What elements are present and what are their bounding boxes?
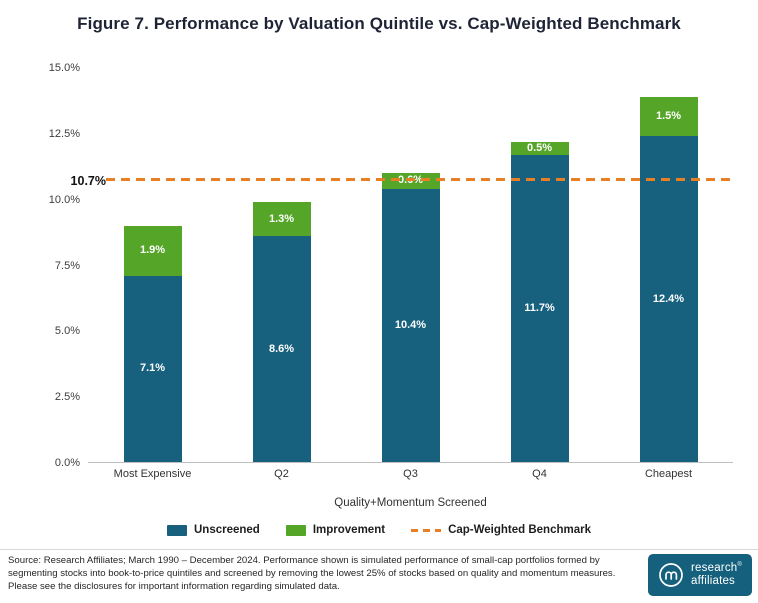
benchmark-line bbox=[106, 177, 733, 181]
legend-label: Improvement bbox=[312, 524, 386, 536]
bar-slot: 1.9% 7.1% bbox=[88, 68, 217, 462]
bars-row: 1.9% 7.1% 1.3% 8.6% 0.6% 10.4% 0.5% 11.7% 1.5% 12… bbox=[88, 68, 733, 462]
y-tick-label: 10.0% bbox=[48, 193, 80, 206]
legend-marker-cap-weighted-benchmark bbox=[411, 528, 442, 532]
legend: Unscreened Improvement Cap-Weighted Benchm… bbox=[0, 524, 758, 536]
bar-slot: 1.5% 12.4% bbox=[604, 68, 733, 462]
legend-marker-unscreened bbox=[167, 524, 187, 536]
x-tick-label: Most Expensive bbox=[113, 468, 192, 480]
stacked-bar: 1.3% 8.6% bbox=[252, 68, 311, 462]
bar-chart: 0.0% 2.5% 5.0% 7.5% 10.0% 12.5% 15.0% 10.7% 1.… bbox=[0, 62, 758, 469]
bar-value-label: 1.5% bbox=[655, 110, 682, 123]
benchmark-value-label: 10.7% bbox=[70, 174, 106, 189]
bar-value-label: 12.4% bbox=[652, 292, 685, 305]
chart-title: Figure 7. Performance by Valuation Quint… bbox=[77, 14, 681, 33]
bar-value-label: 7.1% bbox=[139, 362, 166, 375]
legend-label: Unscreened bbox=[194, 524, 260, 536]
logo-word-1: research bbox=[691, 562, 738, 575]
y-tick-label: 0.0% bbox=[54, 457, 80, 469]
footer-divider bbox=[0, 549, 758, 550]
legend-item: Cap-Weighted Benchmark bbox=[411, 524, 591, 536]
legend-marker-improvement bbox=[285, 524, 306, 536]
x-axis-title: Quality+Momentum Screened bbox=[334, 497, 487, 509]
bar-segment-improvement: 0.5% bbox=[510, 141, 569, 155]
bar-segment-unscreened: 8.6% bbox=[252, 236, 311, 462]
x-tick-label: Q2 bbox=[274, 468, 289, 480]
bar-segment-unscreened: 7.1% bbox=[123, 275, 182, 462]
y-tick-label: 7.5% bbox=[54, 259, 80, 272]
x-tick-label: Q3 bbox=[403, 468, 418, 480]
y-tick-label: 5.0% bbox=[54, 325, 80, 338]
x-tick-label: Cheapest bbox=[644, 468, 693, 480]
bar-value-label: 10.4% bbox=[394, 318, 427, 331]
research-affiliates-logo: research® affiliates bbox=[648, 554, 752, 596]
y-tick-label: 12.5% bbox=[48, 127, 80, 140]
bar-segment-unscreened: 11.7% bbox=[510, 154, 569, 462]
stacked-bar: 1.9% 7.1% bbox=[123, 68, 182, 462]
logo-text: research® affiliates bbox=[691, 562, 742, 588]
y-tick-label: 2.5% bbox=[54, 391, 80, 404]
legend-label: Cap-Weighted Benchmark bbox=[448, 524, 591, 536]
bar-value-label: 1.9% bbox=[139, 244, 166, 257]
legend-item: Unscreened bbox=[167, 524, 260, 536]
logo-word-2: affiliates bbox=[691, 575, 736, 587]
bar-segment-unscreened: 10.4% bbox=[381, 188, 440, 462]
bar-slot: 1.3% 8.6% bbox=[217, 68, 346, 462]
y-axis: 0.0% 2.5% 5.0% 7.5% 10.0% 12.5% 15.0% bbox=[0, 62, 80, 469]
bar-segment-improvement: 1.3% bbox=[252, 201, 311, 237]
bar-value-label: 0.5% bbox=[526, 141, 553, 154]
plot-area: 1.9% 7.1% 1.3% 8.6% 0.6% 10.4% 0.5% 11.7% 1.5% 12… bbox=[88, 68, 733, 463]
stacked-bar: 0.6% 10.4% bbox=[381, 68, 440, 462]
bar-value-label: 1.3% bbox=[268, 212, 295, 225]
registered-mark: ® bbox=[737, 562, 742, 569]
legend-item: Improvement bbox=[285, 524, 386, 536]
bar-segment-unscreened: 12.4% bbox=[639, 136, 698, 462]
bar-slot: 0.6% 10.4% bbox=[346, 68, 475, 462]
stacked-bar: 0.5% 11.7% bbox=[510, 68, 569, 462]
bar-segment-improvement: 1.5% bbox=[639, 96, 698, 137]
bar-segment-improvement: 0.6% bbox=[381, 173, 440, 189]
x-axis: Most Expensive Q2 Q3 Q4 Cheapest bbox=[88, 468, 733, 480]
y-tick-label: 15.0% bbox=[48, 62, 80, 74]
source-text: Source: Research Affiliates; March 1990 … bbox=[8, 555, 616, 592]
ra-logo-icon bbox=[659, 563, 683, 587]
bar-value-label: 8.6% bbox=[268, 342, 295, 355]
bar-slot: 0.5% 11.7% bbox=[475, 68, 604, 462]
stacked-bar: 1.5% 12.4% bbox=[639, 68, 698, 462]
x-tick-label: Q4 bbox=[532, 468, 547, 480]
bar-value-label: 11.7% bbox=[524, 301, 555, 314]
bar-segment-improvement: 1.9% bbox=[123, 225, 182, 276]
